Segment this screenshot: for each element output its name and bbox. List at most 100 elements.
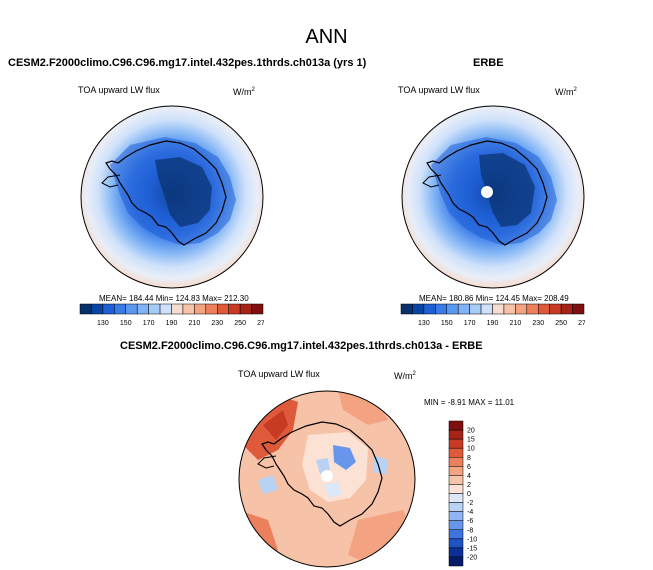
right-colorbar: 130 150 170 190 210 230 250 270 — [400, 303, 585, 327]
left-units-label: W/m2 — [233, 87, 255, 97]
diff-colorbar-box — [448, 438, 464, 449]
diff-colorbar-label: -6 — [467, 518, 473, 525]
right-panel-title: ERBE — [473, 57, 504, 69]
left-colorbar-box — [114, 303, 126, 315]
right-colorbar-box — [446, 303, 459, 315]
diff-colorbar-label: 4 — [467, 473, 471, 480]
left-stats: MEAN= 184.44 Min= 124.83 Max= 212.30 — [99, 294, 249, 303]
diff-colorbar-label: 20 — [467, 428, 475, 435]
diff-colorbar-box — [448, 475, 464, 485]
right-peninsula-outline — [422, 174, 442, 188]
right-colorbar-box — [469, 303, 482, 315]
left-colorbar-label: 250 — [234, 320, 246, 327]
diff-colorbar-box — [448, 420, 464, 431]
right-colorbar-box — [480, 303, 493, 315]
left-polar-map — [80, 105, 264, 289]
right-colorbar-box — [492, 303, 505, 315]
left-antarctica-coastline — [105, 140, 227, 246]
left-colorbar-label: 190 — [166, 320, 178, 327]
left-colorbar-box — [217, 303, 229, 315]
left-map-border — [80, 105, 264, 289]
diff-colorbar-label: 0 — [467, 491, 471, 498]
diff-colorbar-box — [448, 502, 464, 512]
diff-colorbar-box — [448, 493, 464, 503]
page-title: ANN — [305, 26, 348, 48]
left-colorbar-box — [159, 303, 172, 315]
left-colorbar-label: 230 — [211, 320, 223, 327]
right-colorbar-box — [503, 303, 516, 315]
diff-colorbar-box — [448, 466, 464, 476]
right-colorbar-box — [560, 303, 573, 315]
right-colorbar-label: 170 — [464, 320, 476, 327]
right-colorbar-box — [515, 303, 528, 315]
diff-colorbar-box — [448, 529, 464, 540]
left-colorbar-label: 270 — [257, 320, 264, 327]
left-colorbar-box — [239, 303, 252, 315]
right-colorbar-label: 270 — [578, 320, 585, 327]
left-colorbar-label: 170 — [143, 320, 155, 327]
diff-antarctica-coastline — [261, 421, 383, 527]
right-antarctica-coastline — [426, 140, 548, 246]
left-colorbar-box — [171, 303, 184, 315]
left-colorbar-box — [228, 303, 241, 315]
right-colorbar-box — [538, 303, 550, 315]
diff-colorbar-label: -10 — [467, 536, 477, 543]
left-colorbar-box — [91, 303, 104, 315]
left-colorbar-box — [194, 303, 207, 315]
left-colorbar-box — [136, 303, 149, 315]
right-colorbar-label: 230 — [532, 320, 544, 327]
right-stats: MEAN= 180.86 Min= 124.45 Max= 208.49 — [419, 294, 569, 303]
right-colorbar-label: 250 — [555, 320, 567, 327]
diff-colorbar-label: 6 — [467, 464, 471, 471]
left-colorbar-box — [182, 303, 195, 315]
right-colorbar-box — [400, 303, 413, 315]
right-colorbar-box — [526, 303, 539, 315]
diff-colorbar-label: 2 — [467, 482, 471, 489]
left-colorbar-label: 130 — [97, 320, 109, 327]
diff-colorbar-box — [448, 429, 464, 440]
diff-colorbar-box — [448, 457, 464, 467]
diff-peninsula-outline — [257, 455, 277, 469]
diff-colorbar-label: -15 — [467, 545, 477, 552]
diff-colorbar-label: -20 — [467, 554, 477, 561]
diff-units-label: W/m2 — [394, 371, 416, 381]
right-colorbar-box — [412, 303, 425, 315]
diff-colorbar-box — [448, 538, 464, 549]
right-colorbar-label: 210 — [510, 320, 522, 327]
left-colorbar-label: 150 — [120, 320, 132, 327]
right-variable-label: TOA upward LW flux — [398, 85, 480, 95]
left-colorbar-box — [205, 303, 218, 315]
diff-pole-missing-data — [321, 470, 333, 482]
right-colorbar-box — [423, 303, 436, 315]
right-colorbar-label: 130 — [418, 320, 430, 327]
right-pole-missing-data — [481, 186, 493, 198]
diff-colorbar-label: 10 — [467, 446, 475, 453]
diff-colorbar-box — [448, 511, 464, 521]
left-colorbar-box — [102, 303, 115, 315]
diff-colorbar-box — [448, 547, 464, 558]
right-units-label: W/m2 — [555, 87, 577, 97]
right-colorbar-box — [435, 303, 447, 315]
diff-colorbar-label: 15 — [467, 437, 475, 444]
right-colorbar-box — [457, 303, 470, 315]
diff-colorbar-label: -8 — [467, 527, 473, 534]
left-colorbar-label: 210 — [189, 320, 201, 327]
diff-colorbar-label: 8 — [467, 455, 471, 462]
right-colorbar-label: 150 — [441, 320, 453, 327]
diff-stats: MIN = -8.91 MAX = 11.01 — [424, 398, 515, 407]
left-colorbar-box — [148, 303, 161, 315]
diff-polar-map — [238, 390, 416, 568]
right-colorbar-box — [572, 303, 585, 315]
diff-colorbar-label: -2 — [467, 500, 473, 507]
right-colorbar-box — [549, 303, 562, 315]
left-colorbar-box — [251, 303, 264, 315]
left-colorbar-box — [125, 303, 138, 315]
left-variable-label: TOA upward LW flux — [78, 85, 160, 95]
right-colorbar-label: 190 — [487, 320, 499, 327]
diff-colorbar-box — [448, 556, 464, 567]
diff-map-border — [238, 390, 416, 568]
left-colorbar: 130 150 170 190 210 230 250 270 — [79, 303, 264, 327]
left-colorbar-box — [79, 303, 92, 315]
diff-colorbar-box — [448, 484, 464, 494]
